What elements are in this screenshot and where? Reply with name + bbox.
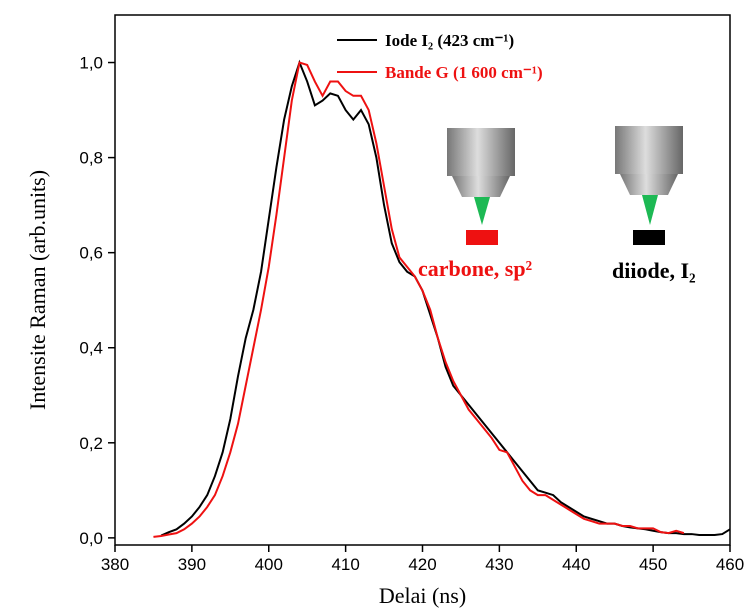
legend-label: Iode I₂ (423 cm⁻¹)	[385, 31, 514, 50]
x-tick-label: 420	[408, 555, 436, 574]
x-tick-label: 460	[716, 555, 744, 574]
x-axis-title: Delai (ns)	[379, 583, 466, 608]
annotation: carbone, sp²	[418, 256, 533, 281]
y-tick-label: 0,0	[79, 529, 103, 548]
legend-label: Bande G (1 600 cm⁻¹)	[385, 63, 543, 82]
y-tick-label: 0,6	[79, 244, 103, 263]
y-tick-label: 1,0	[79, 54, 103, 73]
y-tick-label: 0,8	[79, 149, 103, 168]
y-tick-label: 0,2	[79, 434, 103, 453]
objective-carbone	[447, 128, 515, 245]
objective-diiode	[615, 126, 683, 245]
x-tick-label: 380	[101, 555, 129, 574]
x-tick-label: 390	[178, 555, 206, 574]
x-tick-label: 410	[331, 555, 359, 574]
x-tick-label: 440	[562, 555, 590, 574]
x-tick-label: 450	[639, 555, 667, 574]
line-series	[153, 61, 685, 538]
x-tick-label: 430	[485, 555, 513, 574]
y-tick-label: 0,4	[79, 339, 103, 358]
annotation: diiode, I₂	[612, 258, 696, 283]
y-axis-title: Intensite Raman (arb.units)	[25, 170, 50, 410]
x-tick-label: 400	[255, 555, 283, 574]
